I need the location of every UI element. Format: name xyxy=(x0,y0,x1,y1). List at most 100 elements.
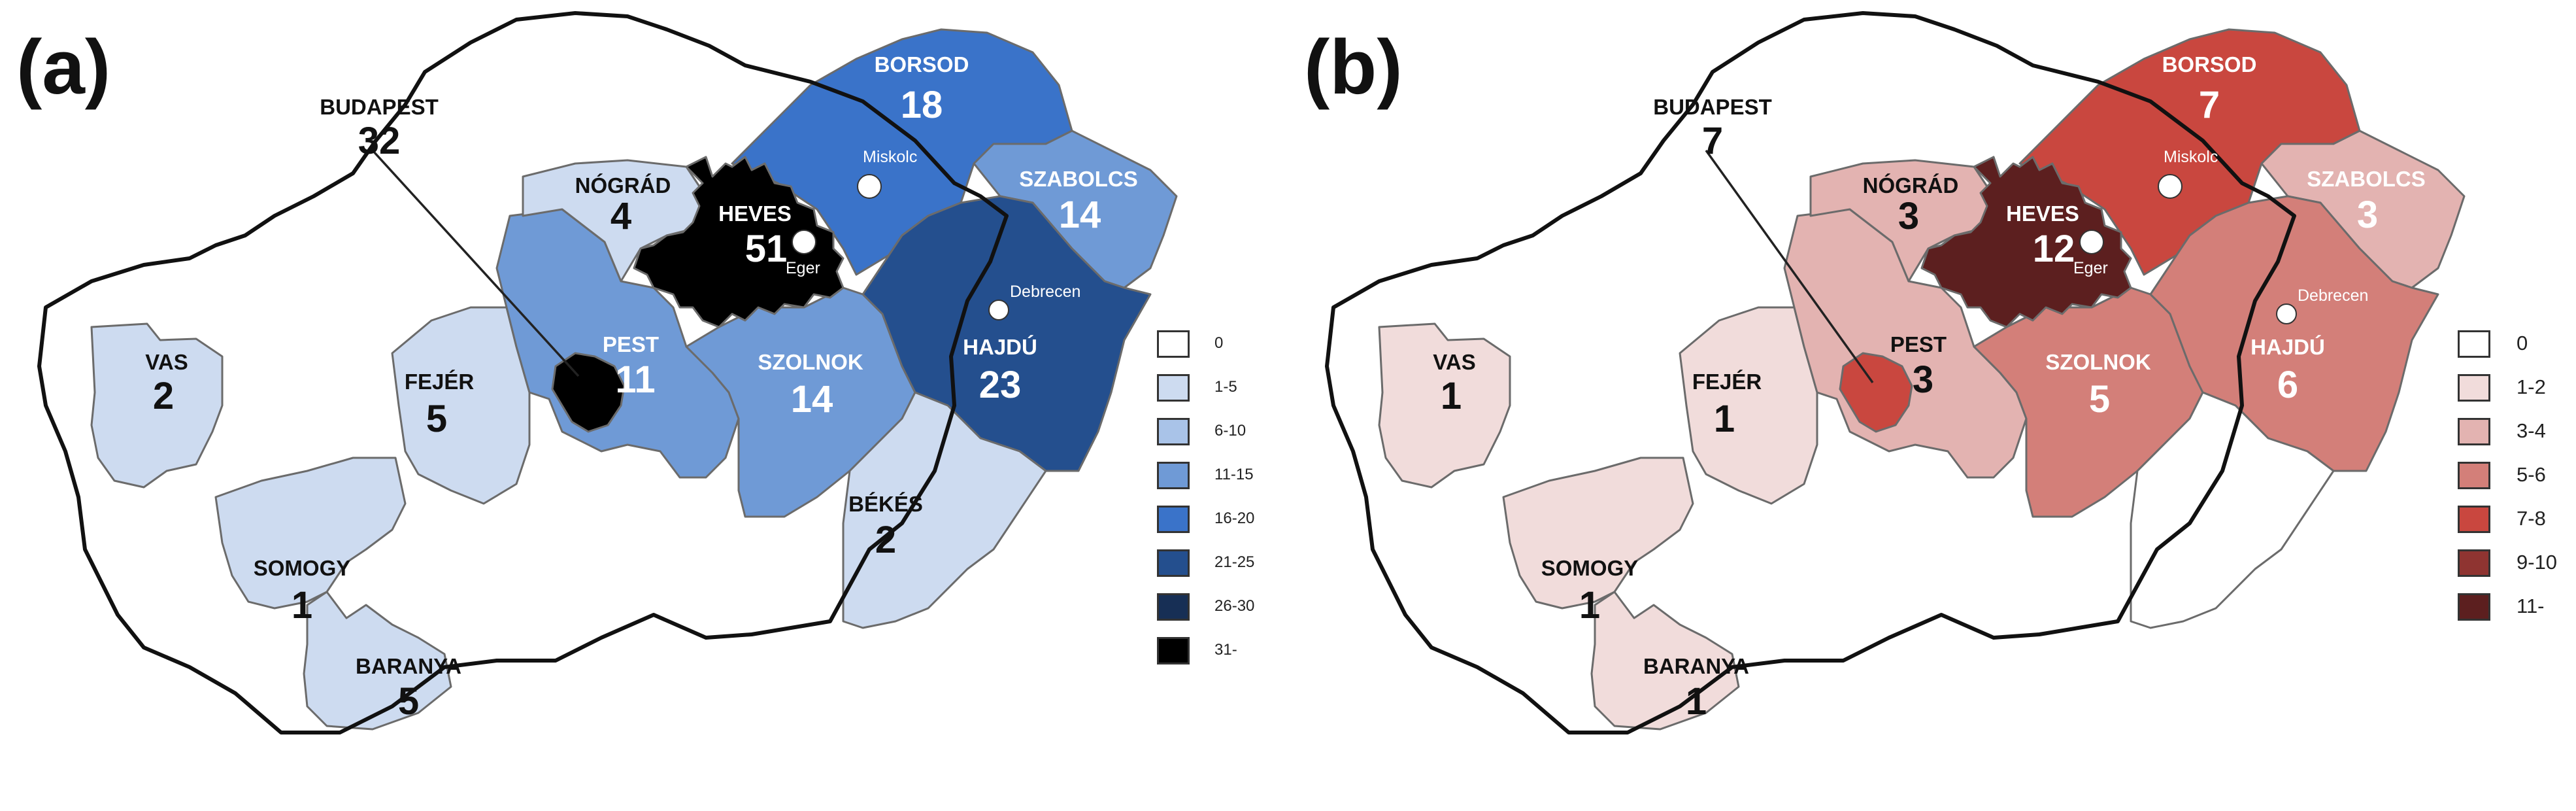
city-debrecen-dot xyxy=(2276,303,2297,324)
label-vas-name: VAS xyxy=(1433,350,1475,374)
label-szabolcs-value: 3 xyxy=(2357,194,2378,236)
county-budapest xyxy=(1839,352,1913,433)
county-heves xyxy=(1920,156,2132,328)
city-eger-label: Eger xyxy=(786,259,820,277)
city-eger-label: Eger xyxy=(2073,259,2108,277)
label-szabolcs-value: 14 xyxy=(1059,194,1101,236)
panel-label-a: (a) xyxy=(16,24,111,111)
label-szabolcs-name: SZABOLCS xyxy=(2307,167,2426,191)
label-nograd-name: NÓGRÁD xyxy=(575,173,671,198)
legend-label: 7-8 xyxy=(2517,507,2546,530)
legend-swatch xyxy=(1157,593,1190,621)
map-panel-a: Miskolc Eger Debrecen VAS 2 SOMOGY 1 BAR… xyxy=(16,11,1255,734)
label-pest-name: PEST xyxy=(603,332,659,356)
county-somogy xyxy=(1502,457,1694,610)
label-borsod-name: BORSOD xyxy=(875,52,969,77)
label-baranya-name: BARANYA xyxy=(356,654,461,678)
label-fejer-value: 5 xyxy=(426,398,447,440)
label-hajdu-value: 23 xyxy=(979,364,1022,406)
legend-swatch xyxy=(1157,462,1190,489)
legend-label: 26-30 xyxy=(1214,597,1255,615)
legend-swatch xyxy=(1157,330,1190,358)
label-borsod-value: 7 xyxy=(2199,84,2220,126)
label-somogy-name: SOMOGY xyxy=(254,556,351,580)
county-fejer xyxy=(1679,306,1818,505)
legend-swatch xyxy=(1157,418,1190,445)
legend-label: 1-2 xyxy=(2517,375,2546,398)
legend-label: 11-15 xyxy=(1214,466,1254,483)
country-border xyxy=(1325,11,2296,734)
city-miskolc-dot xyxy=(857,174,882,199)
label-budapest-value: 7 xyxy=(1702,120,1723,162)
county-somogy xyxy=(214,457,407,610)
city-miskolc-label: Miskolc xyxy=(2164,148,2218,166)
label-fejer-name: FEJÉR xyxy=(1692,370,1762,394)
legend-label: 3-4 xyxy=(2517,419,2546,442)
county-hajdu xyxy=(861,195,1152,472)
legend-label: 9-10 xyxy=(2517,551,2558,574)
label-szabolcs-name: SZABOLCS xyxy=(1019,167,1138,191)
label-heves-value: 51 xyxy=(745,228,788,270)
label-szolnok-name: SZOLNOK xyxy=(758,350,863,374)
legend-swatch xyxy=(2458,418,2490,445)
legend-label: 5-6 xyxy=(2517,463,2546,486)
county-labels: VAS 1 SOMOGY 1 BARANYA 1 FEJÉR 1 PEST 3 … xyxy=(1433,52,2425,723)
legend-swatch xyxy=(1157,549,1190,577)
label-baranya-value: 1 xyxy=(1686,680,1707,723)
county-heves xyxy=(633,156,845,328)
map-panel-b: Miskolc Eger Debrecen VAS 1 SOMOGY 1 BAR… xyxy=(1288,0,2575,811)
legend-swatch xyxy=(2458,593,2490,621)
label-borsod-value: 18 xyxy=(901,84,943,126)
label-vas-value: 2 xyxy=(153,375,174,417)
label-borsod-name: BORSOD xyxy=(2162,52,2257,77)
legend-label: 0 xyxy=(1214,334,1224,352)
budapest-leader-line xyxy=(1705,149,1874,384)
legend-swatch xyxy=(1157,374,1190,402)
county-hajdu xyxy=(2149,195,2439,472)
legend-swatch xyxy=(2458,506,2490,533)
city-debrecen-label: Debrecen xyxy=(2298,286,2368,305)
county-bekes xyxy=(842,391,1047,629)
legend-label: 0 xyxy=(2517,332,2528,354)
label-hajdu-name: HAJDÚ xyxy=(2250,335,2325,359)
county-pest xyxy=(1783,208,2028,479)
legend-swatch xyxy=(2458,330,2490,358)
county-baranya xyxy=(303,591,452,731)
label-bekes-name: BÉKÉS xyxy=(848,492,923,516)
label-budapest-name: BUDAPEST xyxy=(320,95,439,119)
county-map: Miskolc Eger Debrecen VAS 2 SOMOGY 1 BAR… xyxy=(37,11,1178,734)
city-eger-dot xyxy=(2079,230,2104,254)
legend-label: 21-25 xyxy=(1214,553,1255,571)
label-bekes-value: 2 xyxy=(875,519,896,561)
label-somogy-value: 1 xyxy=(1579,584,1600,627)
label-vas-name: VAS xyxy=(145,350,188,374)
label-pest-value: 3 xyxy=(1913,358,1933,401)
legend-label: 11- xyxy=(2517,595,2545,617)
legend-label: 31- xyxy=(1214,641,1237,659)
label-baranya-name: BARANYA xyxy=(1643,654,1749,678)
city-debrecen-dot xyxy=(988,300,1009,320)
budapest-leader-line xyxy=(371,149,580,377)
label-nograd-name: NÓGRÁD xyxy=(1863,173,1959,198)
legend-swatch xyxy=(1157,637,1190,664)
city-eger-dot xyxy=(792,230,816,254)
country-border xyxy=(37,11,1009,734)
label-vas-value: 1 xyxy=(1441,375,1462,417)
label-szolnok-name: SZOLNOK xyxy=(2045,350,2150,374)
label-nograd-value: 4 xyxy=(611,195,631,237)
county-labels: VAS 2 SOMOGY 1 BARANYA 5 FEJÉR 5 PEST 11… xyxy=(145,52,1137,723)
label-baranya-value: 5 xyxy=(398,680,419,723)
label-budapest-name: BUDAPEST xyxy=(1653,95,1772,119)
county-fejer xyxy=(391,306,531,505)
legend-swatch xyxy=(1157,506,1190,533)
legend-label: 6-10 xyxy=(1214,422,1246,440)
label-somogy-name: SOMOGY xyxy=(1541,556,1639,580)
county-baranya xyxy=(1590,591,1740,731)
label-hajdu-name: HAJDÚ xyxy=(963,335,1037,359)
label-fejer-name: FEJÉR xyxy=(405,370,475,394)
legend-swatch xyxy=(2458,374,2490,402)
legend-swatch xyxy=(2458,462,2490,489)
label-szolnok-value: 14 xyxy=(791,378,833,421)
county-map: Miskolc Eger Debrecen VAS 1 SOMOGY 1 BAR… xyxy=(1325,11,2466,734)
city-miskolc-dot xyxy=(2158,174,2183,199)
